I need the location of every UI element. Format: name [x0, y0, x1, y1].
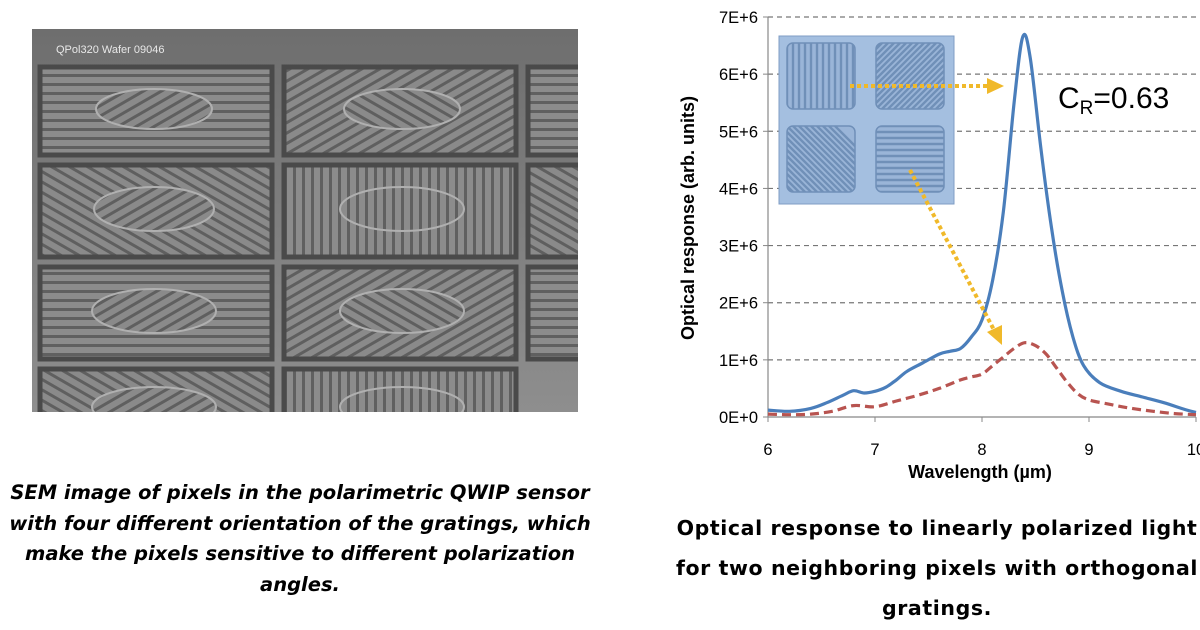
- y-tick-label: 7E+6: [719, 9, 758, 27]
- x-tick-labels: 6 7 8 9 10: [763, 441, 1200, 459]
- contrast-ratio-annotation: CR=0.63: [1058, 82, 1169, 119]
- sem-label: QPol320 Wafer 09046: [56, 44, 164, 56]
- sem-pixel-grid: [37, 64, 578, 412]
- optical-response-chart: 0E+01E+62E+63E+64E+65E+66E+67E+6 678910 …: [678, 9, 1200, 482]
- inset-grating-pixel: [786, 42, 856, 110]
- y-tick-label: 6E+6: [719, 66, 758, 84]
- grating-inset: [778, 35, 955, 205]
- grid-lines: [763, 16, 1197, 422]
- x-tick-label: 6: [763, 441, 772, 459]
- left-caption: SEM image of pixels in the polarimetric …: [9, 481, 591, 596]
- series-line-solid: [767, 32, 1197, 414]
- x-axis-label: Wavelength (µm): [908, 462, 1052, 482]
- series-line-dashed: [767, 341, 1197, 417]
- x-tick-label: 9: [1084, 441, 1093, 459]
- y-tick-label: 0E+0: [719, 409, 758, 427]
- x-tick-label: 7: [870, 441, 879, 459]
- x-tick-label: 10: [1187, 441, 1200, 459]
- y-tick-label: 1E+6: [719, 352, 758, 370]
- y-tick-label: 5E+6: [719, 123, 758, 141]
- annotation-arrows: [850, 78, 1004, 345]
- series-lines: [767, 32, 1197, 417]
- sem-image: QPol320 Wafer 09046: [32, 29, 578, 412]
- y-tick-labels: 0E+0 1E+6 2E+6 3E+6 4E+6 5E+6 6E+6 7E+6: [719, 9, 758, 427]
- inset-grating-pixel: [875, 125, 945, 193]
- y-tick-label: 4E+6: [719, 180, 758, 198]
- y-axis-label: Optical response (arb. units): [678, 96, 698, 340]
- right-caption: Optical response to linearly polarized l…: [675, 516, 1199, 620]
- axes: [767, 17, 1196, 418]
- y-tick-label: 2E+6: [719, 295, 758, 313]
- y-tick-label: 3E+6: [719, 238, 758, 256]
- x-tick-label: 8: [977, 441, 986, 459]
